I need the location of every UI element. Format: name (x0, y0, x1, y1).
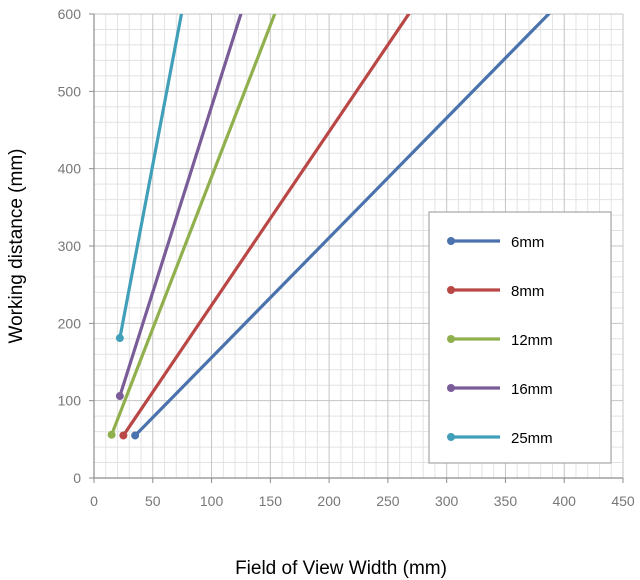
legend: 6mm 8mm 12mm 16mm 25mm (428, 211, 612, 464)
series-line-6mm (134, 14, 551, 437)
legend-label-8mm: 8mm (511, 283, 544, 300)
series-marker-12mm (107, 430, 116, 439)
series-marker-6mm (131, 431, 140, 440)
y-tick-label: 100 (58, 393, 82, 409)
x-tick-label: 350 (494, 493, 518, 509)
x-tick-labels: 0 50 100 150 200 250 300 350 400 450 (90, 493, 635, 509)
x-tick-label: 150 (259, 493, 283, 509)
series-start-markers (107, 334, 140, 440)
y-tick-label: 0 (73, 470, 81, 486)
y-tick-label: 300 (58, 238, 82, 254)
x-tick-label: 200 (317, 493, 341, 509)
legend-marker-8mm (447, 286, 455, 294)
series-marker-16mm (115, 392, 124, 401)
series-line-12mm (110, 14, 277, 436)
y-tick-label: 400 (58, 161, 82, 177)
y-tick-label: 500 (58, 83, 82, 99)
series-marker-25mm (115, 334, 124, 343)
series-lines (110, 14, 551, 437)
series-line-16mm (118, 14, 243, 397)
y-axis-title: Working distance (mm) (6, 149, 27, 344)
legend-label-6mm: 6mm (511, 234, 544, 251)
y-tick-label: 600 (58, 6, 82, 22)
x-tick-label: 450 (611, 493, 635, 509)
x-tick-label: 300 (435, 493, 459, 509)
x-tick-label: 250 (376, 493, 400, 509)
x-tick-label: 0 (90, 493, 98, 509)
y-tick-labels: 0 100 200 300 400 500 600 (58, 6, 82, 486)
axes (89, 13, 624, 483)
legend-marker-6mm (447, 237, 455, 245)
y-tick-label: 200 (58, 315, 82, 331)
series-line-25mm (118, 14, 184, 339)
series-line-8mm (122, 14, 411, 437)
legend-marker-16mm (447, 384, 455, 392)
legend-label-16mm: 16mm (511, 381, 553, 398)
legend-label-12mm: 12mm (511, 332, 553, 349)
x-axis-title: Field of View Width (mm) (235, 558, 447, 579)
legend-label-25mm: 25mm (511, 430, 553, 447)
series-marker-8mm (119, 431, 128, 440)
x-tick-label: 400 (553, 493, 577, 509)
major-gridlines (94, 13, 624, 478)
legend-marker-25mm (447, 433, 455, 441)
legend-marker-12mm (447, 335, 455, 343)
x-tick-label: 50 (145, 493, 161, 509)
x-tick-label: 100 (200, 493, 224, 509)
